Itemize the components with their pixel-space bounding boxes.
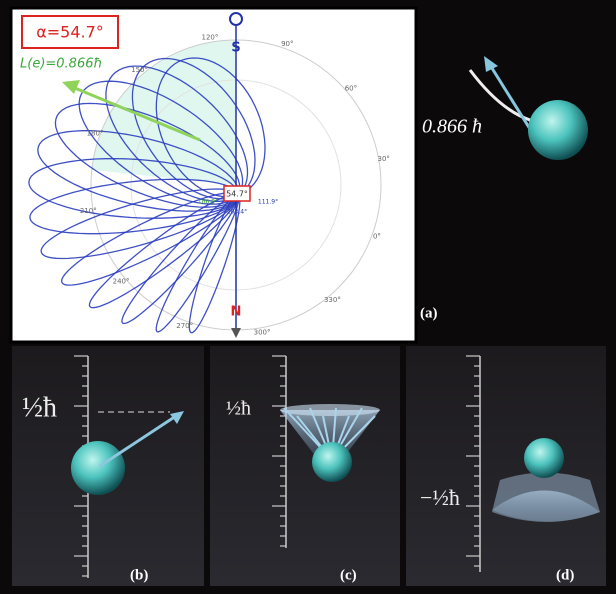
- angle-label: 90°: [281, 40, 293, 48]
- angle-label: 240°: [113, 277, 130, 285]
- angle-label: 30°: [378, 155, 390, 163]
- right-angle: 111.9°: [258, 199, 278, 206]
- cone-rim: [280, 404, 380, 416]
- angle-label: 120°: [202, 33, 219, 41]
- side-value: 0.866 ħ: [422, 116, 482, 138]
- angle-label: 270°: [176, 322, 193, 330]
- angle-label: 60°: [345, 85, 357, 93]
- north-label: N: [231, 305, 242, 320]
- left-angle: 166.9°: [198, 199, 218, 206]
- half-label: ½ħ: [22, 392, 57, 423]
- panel-tag: (c): [340, 567, 357, 583]
- arrow-head: [484, 56, 498, 72]
- angle-label: 180°: [87, 130, 104, 138]
- panel-d: [406, 346, 606, 586]
- panel-tag: (b): [130, 567, 148, 583]
- panel-tag: (a): [420, 305, 438, 321]
- half-label: ½ħ: [226, 398, 251, 420]
- lower-angle: 203.4°: [227, 209, 247, 216]
- electron-sphere: [312, 442, 352, 482]
- figure-canvas: α=54.7° L(e)=0.866ħ S N 54.7° 166.9° 111…: [0, 0, 616, 594]
- panel-tag: (d): [556, 567, 574, 583]
- electron-sphere: [528, 100, 588, 160]
- electron-sphere: [71, 441, 125, 495]
- moment-label: L(e)=0.866ħ: [20, 57, 103, 72]
- center-angle: 54.7°: [226, 190, 248, 199]
- angle-label: 0°: [373, 232, 381, 240]
- angle-label: 150°: [131, 66, 148, 74]
- panel-c: [210, 346, 400, 586]
- figure: α=54.7° L(e)=0.866ħ S N 54.7° 166.9° 111…: [0, 0, 616, 594]
- electron-sphere: [524, 438, 564, 478]
- south-label: S: [231, 41, 240, 56]
- half-label: −½ħ: [420, 485, 460, 510]
- alpha-label: α=54.7°: [36, 23, 104, 42]
- angle-label: 300°: [254, 329, 271, 337]
- angle-label: 210°: [80, 207, 97, 215]
- cone-body: [492, 473, 600, 523]
- angle-label: 330°: [324, 296, 341, 304]
